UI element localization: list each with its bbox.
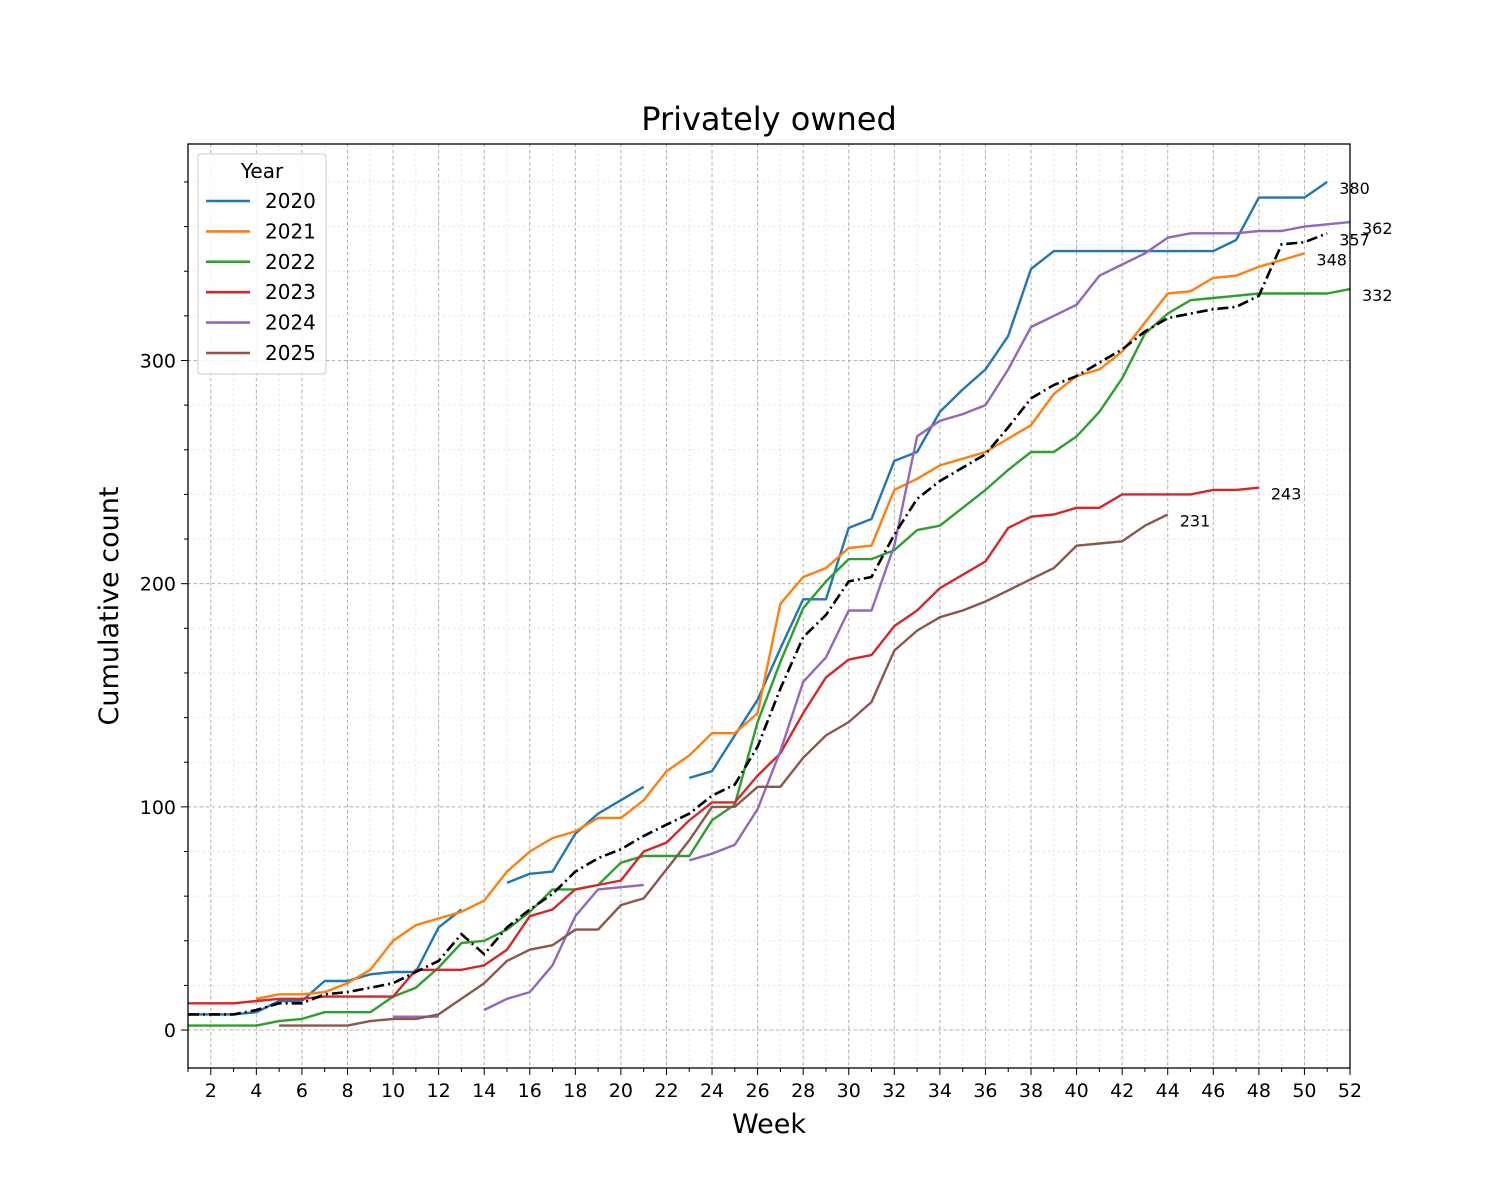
x-tick-label: 6 [296, 1080, 308, 1102]
x-tick-label: 22 [654, 1080, 678, 1102]
chart-title: Privately owned [641, 100, 897, 138]
series-line-2022 [188, 287, 1351, 1027]
legend-label-2020: 2020 [265, 189, 316, 213]
end-label: 332 [1362, 286, 1393, 305]
x-tick-label: 30 [837, 1080, 861, 1102]
legend-label-2022: 2022 [265, 250, 316, 274]
x-axis-title: Week [732, 1109, 806, 1140]
end-label: 380 [1339, 179, 1370, 198]
grid [187, 144, 1351, 1068]
x-tick-label: 32 [882, 1080, 906, 1102]
x-tick-label: 8 [341, 1080, 353, 1102]
end-label: 357 [1339, 230, 1370, 249]
y-tick-label: 300 [140, 350, 176, 372]
x-tick-label: 38 [1019, 1080, 1043, 1102]
end-label: 231 [1180, 511, 1211, 530]
legend: Year 2020 2021 2022 2023 2024 2025 [197, 153, 327, 375]
series-line-2025 [279, 513, 1169, 1027]
y-tick-label: 200 [140, 574, 176, 596]
end-label: 348 [1316, 250, 1347, 269]
x-tick-label: 14 [472, 1080, 496, 1102]
legend-box [197, 153, 327, 375]
legend-label-2023: 2023 [265, 280, 316, 304]
y-axis-title: Cumulative count [94, 487, 125, 726]
plot-frame [187, 143, 1351, 1069]
x-tick-label: 10 [381, 1080, 405, 1102]
legend-label-2025: 2025 [265, 341, 316, 365]
x-tick-label: 20 [609, 1080, 633, 1102]
legend-label-2021: 2021 [265, 219, 316, 243]
x-tick-label: 34 [928, 1080, 952, 1102]
x-tick-label: 48 [1247, 1080, 1271, 1102]
x-tick-label: 36 [973, 1080, 997, 1102]
x-tick-label: 4 [250, 1080, 262, 1102]
x-tick-label: 24 [700, 1080, 724, 1102]
x-tick-label: 16 [518, 1080, 542, 1102]
y-tick-label: 0 [164, 1020, 176, 1042]
series-line-2023 [188, 486, 1260, 1005]
legend-title: Year [240, 159, 284, 183]
x-tick-label: 42 [1110, 1080, 1134, 1102]
legend-items: 2020 2021 2022 2023 2024 2025 [206, 189, 316, 365]
end-label: 362 [1362, 219, 1393, 238]
x-tick-label: 52 [1338, 1080, 1362, 1102]
end-label: 243 [1271, 485, 1302, 504]
x-tick-label: 46 [1201, 1080, 1225, 1102]
x-tick-label: 12 [427, 1080, 451, 1102]
x-tick-label: 50 [1292, 1080, 1316, 1102]
y-tick-label: 100 [140, 797, 176, 819]
x-tick-label: 18 [563, 1080, 587, 1102]
x-tick-label: 40 [1064, 1080, 1088, 1102]
end-labels: 380 348 332 243 362 231 357 [1180, 179, 1393, 531]
reference-line [188, 232, 1328, 1016]
legend-label-2024: 2024 [265, 311, 316, 335]
x-tick-label: 28 [791, 1080, 815, 1102]
series-lines [188, 180, 1351, 1027]
x-tick-label: 2 [205, 1080, 217, 1102]
x-tick-label: 44 [1156, 1080, 1180, 1102]
axis-ticks: 2 4 6 8 10 12 14 16 18 20 22 24 26 28 30 32 34 36 38 40 42 44… [140, 181, 1362, 1102]
x-tick-label: 26 [746, 1080, 770, 1102]
